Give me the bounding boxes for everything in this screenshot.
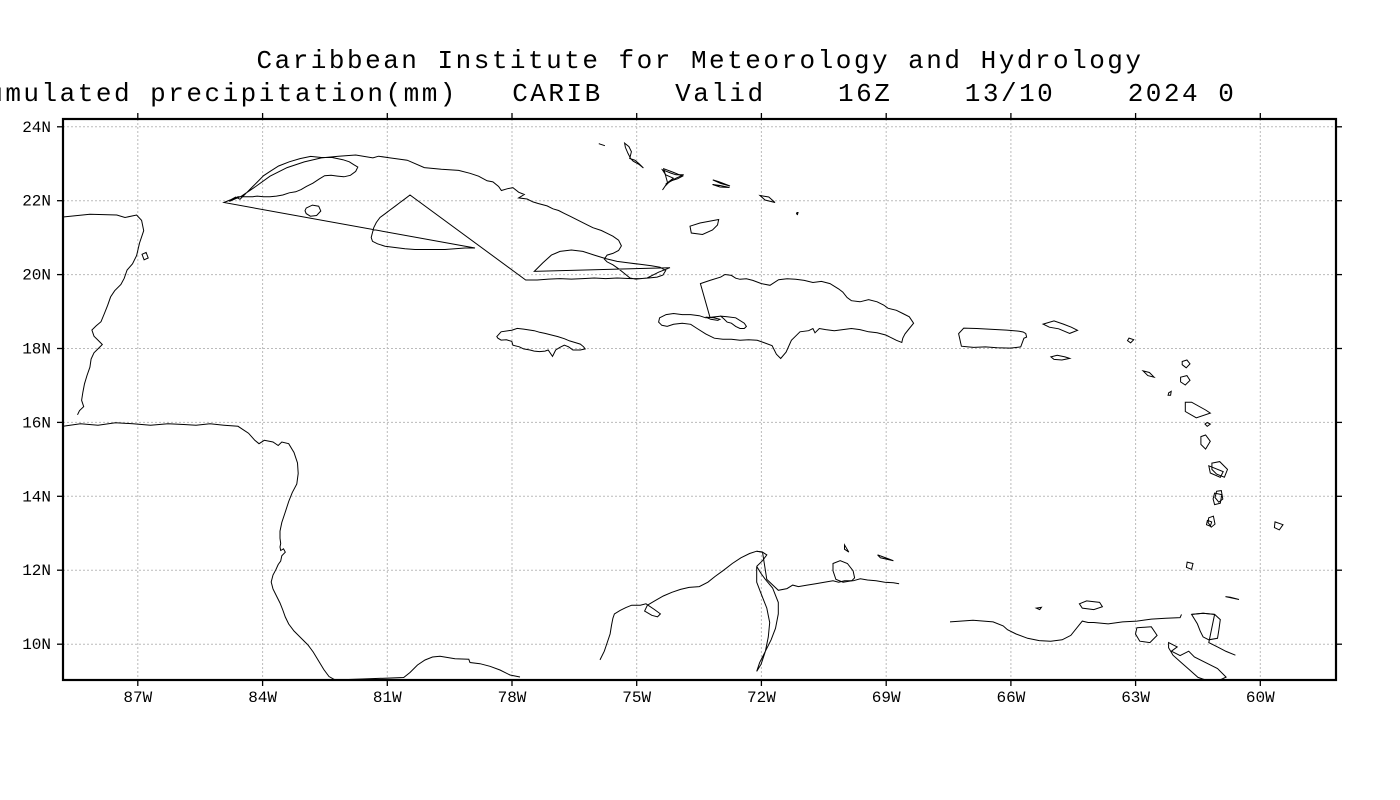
svg-text:14N: 14N [22,488,51,506]
svg-text:78W: 78W [498,689,527,707]
svg-text:81W: 81W [373,689,402,707]
svg-text:84W: 84W [248,689,277,707]
svg-text:16N: 16N [22,414,51,432]
svg-text:75W: 75W [622,689,651,707]
svg-text:24N: 24N [22,119,51,137]
svg-text:66W: 66W [996,689,1025,707]
svg-text:69W: 69W [872,689,901,707]
svg-text:60W: 60W [1246,689,1275,707]
svg-text:10N: 10N [22,636,51,654]
svg-text:12N: 12N [22,562,51,580]
svg-text:22N: 22N [22,193,51,211]
svg-text:87W: 87W [123,689,152,707]
svg-text:72W: 72W [747,689,776,707]
svg-text:18N: 18N [22,341,51,359]
svg-text:20N: 20N [22,267,51,285]
svg-text:63W: 63W [1121,689,1150,707]
